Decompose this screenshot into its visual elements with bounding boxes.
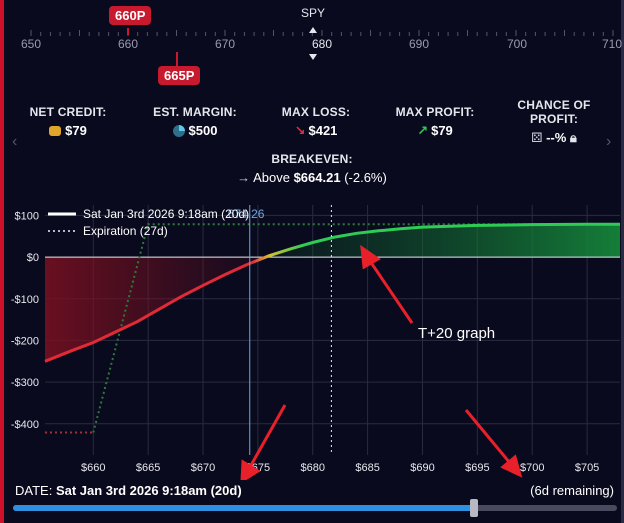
x-tick-label: $705 [575,462,599,474]
net-credit-label: NET CREDIT: [29,105,107,119]
x-tick-label: $695 [465,462,489,474]
t20-series-line [44,222,620,363]
x-tick-label: $690 [410,462,434,474]
annotation-arrow-head [360,244,381,270]
breakeven-value: $664.21 [293,170,341,185]
ruler-tick-label: 680 [311,37,333,51]
left-accent-bar [0,0,4,523]
y-tick-label: -$100 [11,294,39,306]
current-price-marker-top [309,27,317,33]
ruler-tick-label: 710 [601,37,623,51]
date-slider[interactable] [13,499,617,517]
days-remaining: (6d remaining) [530,483,614,498]
date-slider-thumb[interactable] [470,499,479,517]
y-tick-label: -$300 [11,377,39,389]
chance-of-profit-value: --% [546,130,567,145]
strike-665-tag[interactable]: 665P [158,66,201,85]
date-readout: DATE: Sat Jan 3rd 2026 9:18am (20d) [15,483,242,498]
right-scrollbar[interactable] [621,0,624,523]
arrow-down-right-icon: ↘ [294,123,306,138]
max-profit-label: MAX PROFIT: [395,105,475,119]
lock-icon[interactable]: 🔒︎ [566,130,577,145]
expiration-series-line [92,223,620,433]
annotation-arrows [240,244,523,480]
net-credit-stat: NET CREDIT: $79 [24,105,112,138]
ticker-symbol: SPY [300,6,325,20]
x-tick-label: $700 [520,462,544,474]
max-profit-stat: MAX PROFIT: ↗ $79 [386,105,484,139]
ruler-ticks [30,27,614,66]
pie-chart-icon [172,125,185,137]
x-tick-label: $670 [191,462,215,474]
y-tick-label: $0 [27,252,39,264]
max-loss-label: MAX LOSS: [281,105,351,119]
strike-ruler[interactable]: SPY 650 660 670 680 690 700 710 660P 665… [6,0,623,95]
x-tick-label: $685 [355,462,379,474]
y-tick-label: -$400 [11,419,39,431]
pnl-chart[interactable]: 674.26 $100 $0 -$100 -$200 -$300 -$400 $660 $6… [0,205,624,480]
profit-area [265,224,620,258]
est-margin-label: EST. MARGIN: [153,105,237,119]
ruler-tick-label: 690 [408,37,430,51]
x-tick-label: $660 [81,462,105,474]
est-margin-value: $500 [188,123,218,138]
date-slider-fill [13,505,475,511]
ruler-tick-label: 670 [214,37,236,51]
chevron-left-icon[interactable]: ‹ [12,133,18,150]
ruler-tick-label: 700 [506,37,528,51]
ruler-tick-label: 650 [20,37,42,51]
legend-t20-label: Sat Jan 3rd 2026 9:18am (20d) [83,207,249,221]
breakeven-stat: BREAKEVEN: → Above $664.21 (-2.6%) [182,152,442,185]
x-tick-label: $665 [136,462,160,474]
y-tick-label: $100 [15,210,39,222]
arrow-up-right-icon: ↗ [417,123,429,138]
annotation-arrow-line [368,260,414,324]
legend-expiration-label: Expiration (27d) [83,224,168,238]
max-loss-value: $421 [308,123,338,138]
cursor-price-label: 674.26 [228,207,265,221]
breakeven-pct: (-2.6%) [344,170,387,185]
date-arrow-head [240,459,261,480]
est-margin-stat: EST. MARGIN: $500 [142,105,248,138]
ruler-tick-label: 660 [117,37,139,51]
strike-660-tag[interactable]: 660P [109,6,152,25]
date-value: Sat Jan 3rd 2026 9:18am (20d) [55,483,242,498]
arrow-right-icon: → [237,170,254,185]
breakeven-label: BREAKEVEN: [271,152,353,166]
remaining-arrow-line [464,409,512,464]
chevron-right-icon[interactable]: › [606,133,612,150]
t20-annotation: T+20 graph [418,325,495,342]
remaining-arrow-head [500,454,523,478]
chance-of-profit-label: CHANCE OF PROFIT: [517,98,591,126]
max-loss-stat: MAX LOSS: ↘ $421 [268,105,364,139]
current-price-marker-bottom [309,54,317,60]
net-credit-value: $79 [65,123,87,138]
y-tick-label: -$200 [11,335,39,347]
dice-icon: ⚄ [531,130,547,145]
max-profit-value: $79 [431,123,453,138]
coins-icon [49,126,62,136]
breakeven-prefix: Above [253,170,290,185]
date-arrow-line [248,404,287,468]
date-label: DATE: [15,483,53,498]
x-tick-label: $680 [301,462,325,474]
loss-area [45,257,266,362]
chance-of-profit-stat: CHANCE OF PROFIT: ⚄ --% 🔒︎ [508,98,600,146]
